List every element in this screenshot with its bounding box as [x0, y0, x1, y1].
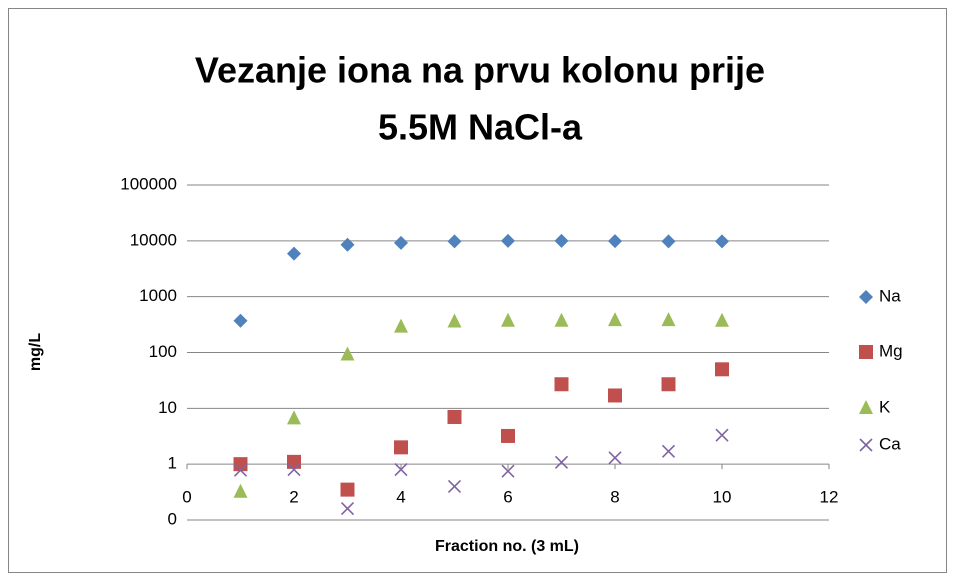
chart-border: [8, 8, 947, 573]
data-point: [501, 464, 515, 478]
legend-marker: [859, 438, 873, 452]
data-point: [447, 234, 462, 249]
data-point: [715, 312, 729, 327]
y-tick-label: 10000: [130, 230, 177, 249]
y-tick-label: 0: [168, 509, 177, 528]
data-point: [340, 502, 355, 516]
y-axis-label: mg/L: [27, 333, 44, 371]
y-tick-label: 100000: [120, 174, 177, 193]
data-point: [554, 233, 569, 248]
x-tick-label: 10: [713, 488, 732, 507]
data-point: [608, 451, 622, 465]
legend-marker: [859, 345, 873, 359]
data-point: [287, 246, 301, 261]
y-tick-label: 1: [168, 454, 177, 473]
data-point: [233, 483, 248, 498]
legend-label: Na: [879, 286, 901, 305]
data-point: [340, 346, 355, 361]
data-point: [447, 313, 462, 328]
data-point: [287, 410, 301, 425]
y-tick-label: 1000: [139, 286, 177, 305]
data-point: [447, 409, 462, 424]
legend-marker: [859, 290, 873, 304]
data-point: [554, 455, 569, 469]
x-tick-label: 12: [820, 488, 839, 507]
y-tick-label: 10: [158, 398, 177, 417]
chart-title: 5.5M NaCl-a: [378, 107, 583, 148]
data-point: [394, 235, 408, 250]
data-point: [501, 312, 515, 327]
data-point: [287, 463, 301, 477]
data-point: [661, 444, 676, 458]
data-point: [501, 428, 515, 443]
data-point: [233, 313, 248, 328]
data-point: [394, 440, 408, 455]
data-point: [661, 377, 676, 392]
x-tick-label: 2: [289, 488, 298, 507]
data-point: [661, 312, 676, 327]
x-tick-label: 6: [503, 488, 512, 507]
data-point: [554, 377, 569, 392]
data-point: [340, 237, 355, 252]
x-axis-label: Fraction no. (3 mL): [435, 538, 579, 555]
chart-title: Vezanje iona na prvu kolonu prije: [195, 50, 765, 91]
legend-label: K: [879, 397, 891, 416]
data-point: [608, 388, 622, 403]
x-tick-label: 0: [182, 488, 191, 507]
data-point: [715, 362, 729, 377]
data-point: [287, 454, 301, 469]
data-point: [715, 234, 729, 249]
data-point: [501, 233, 515, 248]
data-point: [447, 479, 462, 493]
data-point: [608, 234, 622, 249]
data-point: [394, 318, 408, 333]
x-tick-label: 8: [610, 488, 619, 507]
data-point: [715, 428, 729, 442]
data-point: [608, 312, 622, 327]
data-point: [233, 463, 248, 477]
data-point: [661, 234, 676, 249]
legend-label: Mg: [879, 341, 903, 360]
y-tick-label: 100: [149, 342, 177, 361]
legend-marker: [859, 400, 873, 414]
data-point: [394, 463, 408, 477]
legend-label: Ca: [879, 434, 901, 453]
data-point: [554, 312, 569, 327]
x-tick-label: 4: [396, 488, 405, 507]
data-point: [340, 482, 355, 497]
